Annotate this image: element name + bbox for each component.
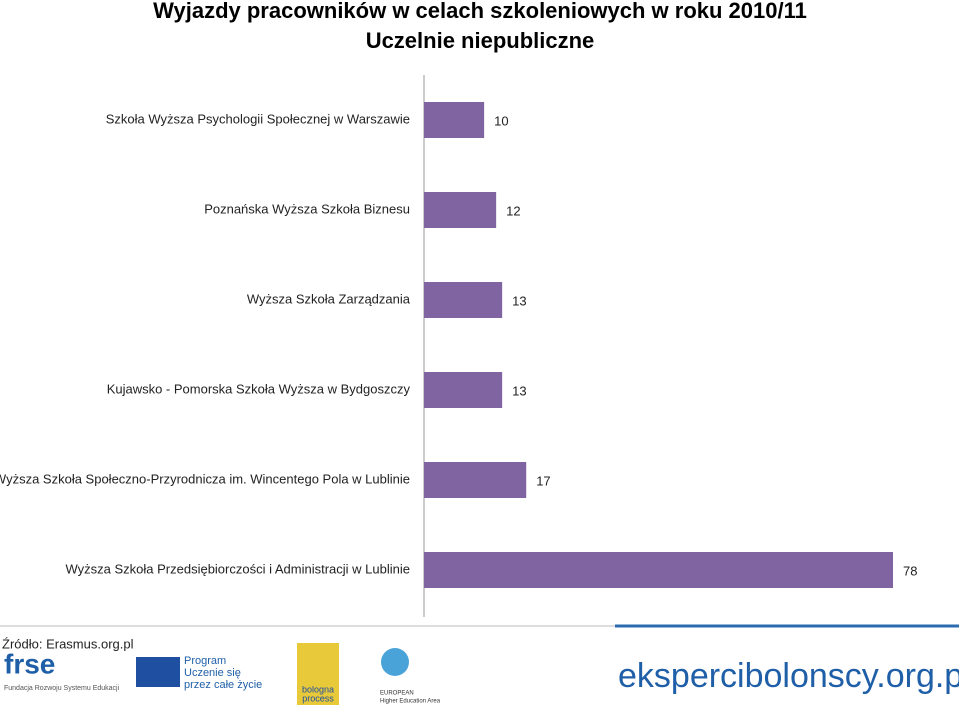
value-label: 13	[512, 383, 526, 398]
bologna-text: process	[302, 693, 334, 703]
bar	[424, 282, 503, 318]
llp-line: przez całe życie	[184, 679, 262, 691]
category-label: Wyższa Szkoła Społeczno-Przyrodnicza im.…	[0, 471, 410, 486]
llp-line: Program	[184, 655, 226, 667]
category-label: Poznańska Wyższa Szkoła Biznesu	[204, 201, 410, 216]
bologna-text: bologna	[302, 684, 334, 694]
category-label: Szkoła Wyższa Psychologii Społecznej w W…	[106, 111, 410, 126]
bar	[424, 102, 485, 138]
ehea-text: Higher Education Area	[380, 699, 441, 705]
frse-name: Fundacja Rozwoju Systemu Edukacji	[4, 685, 120, 692]
bar	[424, 372, 503, 408]
category-label: Wyższa Szkoła Przedsiębiorczości i Admin…	[65, 561, 410, 576]
frse-logo: frse	[4, 648, 55, 679]
category-label: Wyższa Szkoła Zarządzania	[247, 291, 411, 306]
value-label: 10	[494, 113, 508, 128]
ehea-text: EUROPEAN	[380, 691, 414, 697]
value-label: 13	[512, 293, 526, 308]
site: ekspercibolonscy.org.pl	[618, 657, 959, 695]
bologna-logo	[297, 643, 339, 705]
source: Źródło: Erasmus.org.pl	[2, 636, 134, 651]
value-label: 12	[506, 203, 520, 218]
bar	[424, 552, 893, 588]
ehea-logo	[381, 648, 409, 676]
bar	[424, 462, 527, 498]
eu-flag	[136, 657, 180, 687]
chart-subtitle: Uczelnie niepubliczne	[366, 28, 595, 53]
category-label: Kujawsko - Pomorska Szkoła Wyższa w Bydg…	[107, 381, 411, 396]
llp-line: Uczenie się	[184, 667, 241, 679]
chart-title: Wyjazdy pracowników w celach szkoleniowy…	[153, 0, 807, 23]
value-label: 78	[903, 563, 917, 578]
value-label: 17	[536, 473, 550, 488]
bar	[424, 192, 497, 228]
